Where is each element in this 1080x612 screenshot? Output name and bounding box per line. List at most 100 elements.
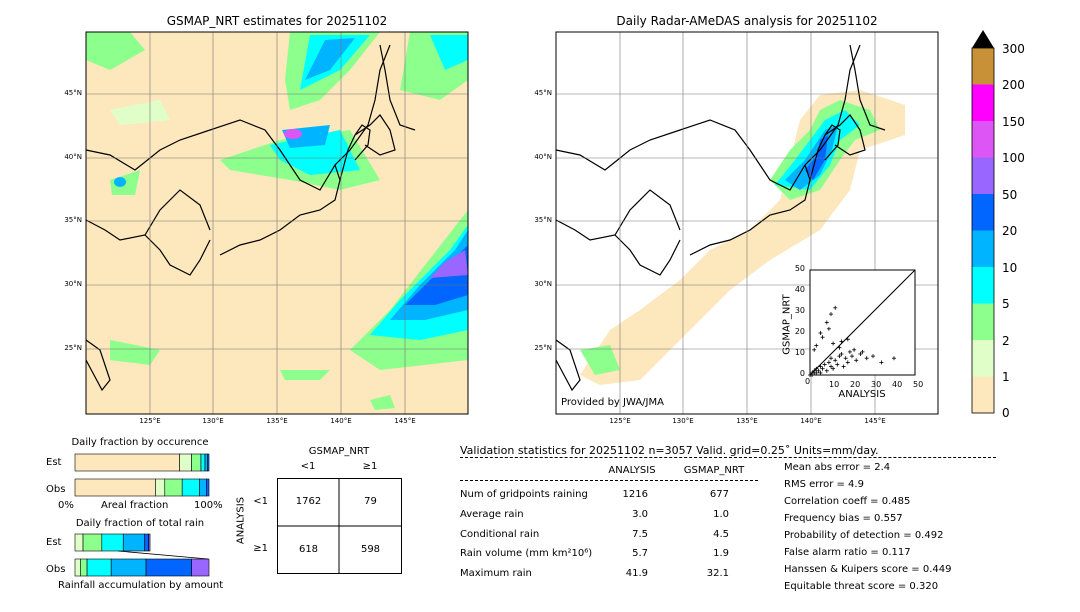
contingency-col-ge1: ≥1 <box>362 461 378 472</box>
scatter-plot <box>808 269 916 377</box>
colorbar-tick-2: 2 <box>1002 334 1010 348</box>
score-frequency-bias: Frequency bias = 0.557 <box>784 513 903 524</box>
occurrence-bar-segment <box>74 478 156 497</box>
occurrence-bar-segment <box>200 453 206 472</box>
scatter-point <box>814 366 819 371</box>
scatter-point <box>871 354 875 359</box>
scatter-point <box>814 370 819 375</box>
colorbar-segment <box>972 267 994 304</box>
rain-bar-segment <box>80 558 88 577</box>
contingency-cell-tp: 598 <box>360 544 381 555</box>
scatter-xtick-10: 10 <box>829 380 840 389</box>
scatter-point <box>812 347 817 352</box>
scatter-point <box>845 337 850 342</box>
scatter-point <box>826 360 831 365</box>
validation-row-analysis-2: 7.5 <box>632 529 648 540</box>
scatter-point <box>852 347 857 352</box>
contingency-col-lt1: <1 <box>300 461 316 472</box>
colorbar <box>971 30 995 414</box>
colorbar-segment <box>972 157 994 195</box>
scatter-point <box>843 356 848 361</box>
validation-row-label-4: Maximum rain <box>460 568 532 579</box>
contingency-row-ge1: ≥1 <box>253 543 268 554</box>
rain-bar-segment <box>145 558 192 577</box>
rain-bar-segment <box>191 558 210 577</box>
scatter-point <box>826 326 831 331</box>
colorbar-segment <box>972 303 994 341</box>
contingency-cell-fp: 79 <box>364 496 377 507</box>
scatter-ytick-30: 30 <box>794 306 805 315</box>
scatter-point <box>831 341 836 346</box>
occurrence-bar-segment <box>74 453 180 472</box>
left-map <box>85 31 469 415</box>
occurrence-title: Daily fraction by occurence <box>71 437 209 448</box>
scatter-xtick-0: 0 <box>805 377 811 386</box>
scatter-point <box>879 360 884 365</box>
scatter-point <box>824 368 829 373</box>
occurrence-x-right: 100% <box>194 500 223 511</box>
right-lon-135: 135°E <box>736 417 758 425</box>
occurrence-bar-segment <box>206 478 210 497</box>
colorbar-segments <box>972 48 994 414</box>
right-map-title: Daily Radar-AMeDAS analysis for 20251102 <box>616 14 878 28</box>
score-far: False alarm ratio = 0.117 <box>784 547 911 558</box>
left-lon-125: 125°E <box>139 417 161 425</box>
scatter-points <box>808 305 896 377</box>
scatter-point <box>837 345 842 350</box>
right-lat-35: 35°N <box>534 216 552 224</box>
rain-bar-segment <box>86 558 112 577</box>
rain-bar-segment <box>148 533 151 552</box>
left-lon-135: 135°E <box>266 417 288 425</box>
rain-connector <box>117 550 209 560</box>
colorbar-segment <box>972 376 994 414</box>
scatter-point <box>816 368 821 373</box>
rain-bar-segment <box>82 533 103 552</box>
occurrence-chart <box>74 453 210 497</box>
occurrence-bar-segment <box>204 453 208 472</box>
occurrence-bars <box>74 453 210 497</box>
colorbar-tick-200: 200 <box>1002 78 1025 92</box>
left-map-grid <box>86 32 468 414</box>
validation-row-gsmap-0: 677 <box>709 489 729 500</box>
rain-bar-segment <box>144 533 150 552</box>
colorbar-tick-1: 1 <box>1002 370 1010 384</box>
rain-bar-segment <box>74 533 84 552</box>
occurrence-bar-segment <box>155 478 166 497</box>
validation-header: Validation statistics for 20251102 n=305… <box>460 444 879 457</box>
colorbar-tick-10: 10 <box>1002 261 1018 275</box>
colorbar-segment <box>972 121 994 158</box>
right-lat-45: 45°N <box>534 89 552 97</box>
rain-bar-segment <box>74 558 81 577</box>
rain-xlabel: Rainfall accumulation by amount <box>58 580 224 591</box>
rain-bar-segment <box>122 533 145 552</box>
scatter-point <box>858 352 863 356</box>
right-lat-30: 30°N <box>534 280 552 288</box>
occurrence-bar-segment <box>207 453 210 472</box>
scatter-xtick-40: 40 <box>892 380 903 389</box>
colorbar-tick-150: 150 <box>1002 115 1025 129</box>
occurrence-label-est: Est <box>46 457 62 468</box>
left-map-title: GSMAP_NRT estimates for 20251102 <box>166 14 388 28</box>
scatter-point <box>824 320 829 325</box>
left-lon-130: 130°E <box>202 417 224 425</box>
validation-row-gsmap-2: 4.5 <box>713 529 729 540</box>
scatter-ytick-0: 0 <box>799 369 805 378</box>
contingency-row-title: ANALYSIS <box>235 496 247 545</box>
scatter-xtick-30: 30 <box>871 380 882 389</box>
right-lon-130: 130°E <box>672 417 694 425</box>
colorbar-segment <box>972 48 994 85</box>
occurrence-label-obs: Obs <box>46 484 66 495</box>
contingency-cell-tn: 1762 <box>295 496 322 507</box>
occurrence-x-left: 0% <box>58 500 74 511</box>
left-map-rain <box>86 32 468 410</box>
scatter-point <box>818 364 823 369</box>
scatter-point <box>839 339 844 344</box>
rain-title: Daily fraction of total rain <box>75 518 205 529</box>
colorbar-frame <box>971 47 995 414</box>
occurrence-bar-segment <box>199 478 207 497</box>
right-map-frame <box>555 31 939 415</box>
scatter-point <box>820 335 825 340</box>
scatter-point <box>850 354 854 359</box>
occurrence-xlabel: Areal fraction <box>101 500 169 511</box>
scatter-ytick-20: 20 <box>794 327 805 336</box>
